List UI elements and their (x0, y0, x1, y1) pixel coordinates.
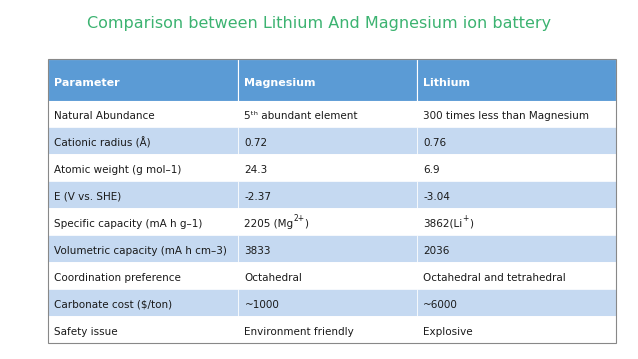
Text: 3862(Li: 3862(Li (424, 219, 463, 229)
Text: 6.9: 6.9 (424, 165, 440, 175)
Text: ): ) (305, 219, 309, 229)
Text: Natural Abundance: Natural Abundance (54, 111, 155, 121)
Text: ): ) (469, 219, 473, 229)
Text: Magnesium: Magnesium (244, 78, 316, 88)
Text: Volumetric capacity (mA h cm–3): Volumetric capacity (mA h cm–3) (54, 246, 227, 256)
Text: +: + (463, 214, 469, 224)
Text: Carbonate cost ($/ton): Carbonate cost ($/ton) (54, 300, 172, 309)
Text: ~1000: ~1000 (244, 300, 279, 309)
Text: -3.04: -3.04 (424, 192, 450, 202)
Text: Parameter: Parameter (54, 78, 120, 88)
Text: 3833: 3833 (244, 246, 271, 256)
Text: E (V vs. SHE): E (V vs. SHE) (54, 192, 121, 202)
Text: Octahedral: Octahedral (244, 273, 302, 283)
Text: ~6000: ~6000 (424, 300, 458, 309)
Text: Atomic weight (g mol–1): Atomic weight (g mol–1) (54, 165, 182, 175)
Text: Specific capacity (mA h g–1): Specific capacity (mA h g–1) (54, 219, 203, 229)
Text: 300 times less than Magnesium: 300 times less than Magnesium (424, 111, 590, 121)
Text: -2.37: -2.37 (244, 192, 271, 202)
Text: Coordination preference: Coordination preference (54, 273, 181, 283)
Text: 0.76: 0.76 (424, 138, 447, 148)
Text: Environment friendly: Environment friendly (244, 327, 354, 336)
Text: Cationic radius (Å): Cationic radius (Å) (54, 137, 151, 149)
Text: Explosive: Explosive (424, 327, 473, 336)
Text: 2+: 2+ (293, 214, 305, 224)
Text: 0.72: 0.72 (244, 138, 267, 148)
Text: Comparison between Lithium And Magnesium ion battery: Comparison between Lithium And Magnesium… (87, 16, 551, 31)
Text: 5ᵗʰ abundant element: 5ᵗʰ abundant element (244, 111, 358, 121)
Text: 24.3: 24.3 (244, 165, 268, 175)
Text: 2036: 2036 (424, 246, 450, 256)
Text: Octahedral and tetrahedral: Octahedral and tetrahedral (424, 273, 566, 283)
Text: 2205 (Mg: 2205 (Mg (244, 219, 293, 229)
Text: Safety issue: Safety issue (54, 327, 118, 336)
Text: Lithium: Lithium (424, 78, 470, 88)
